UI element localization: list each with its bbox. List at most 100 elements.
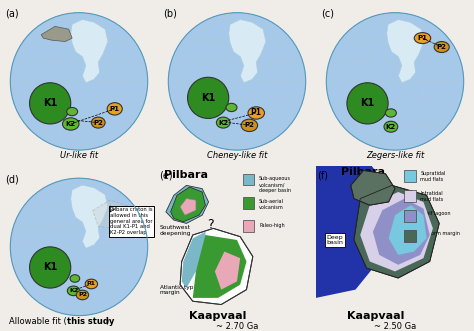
Polygon shape (373, 199, 430, 265)
Text: P1: P1 (87, 281, 96, 286)
Text: K1: K1 (43, 262, 57, 272)
Text: (a): (a) (5, 9, 18, 19)
Text: Paleo-high: Paleo-high (259, 223, 285, 228)
Text: P2: P2 (78, 293, 87, 298)
Text: Sub-aqueous
volcanism/
deeper basin: Sub-aqueous volcanism/ deeper basin (259, 176, 291, 193)
Ellipse shape (76, 290, 89, 300)
Polygon shape (387, 20, 424, 83)
Ellipse shape (326, 13, 464, 150)
Text: K2: K2 (218, 119, 228, 125)
Ellipse shape (168, 13, 306, 150)
Polygon shape (180, 228, 253, 305)
Polygon shape (351, 170, 395, 205)
Ellipse shape (10, 178, 148, 315)
Ellipse shape (10, 13, 148, 150)
Polygon shape (215, 252, 240, 290)
Text: K2: K2 (66, 121, 76, 127)
Text: K1: K1 (43, 98, 57, 108)
Text: Sub-aerial
volcanism: Sub-aerial volcanism (259, 199, 284, 210)
Ellipse shape (168, 13, 306, 150)
FancyBboxPatch shape (404, 170, 416, 182)
Text: this study: this study (67, 317, 114, 326)
Text: Pilbara: Pilbara (164, 170, 209, 180)
Ellipse shape (10, 178, 148, 315)
Ellipse shape (326, 13, 464, 150)
Text: K1: K1 (201, 93, 215, 103)
Text: Platform margin: Platform margin (420, 231, 460, 236)
Text: Pilbara craton is
allowed in this
general area for
dual K1-P1 and
K2-P2 overlap: Pilbara craton is allowed in this genera… (110, 207, 153, 235)
Ellipse shape (326, 13, 464, 150)
Ellipse shape (248, 107, 264, 119)
Ellipse shape (226, 103, 237, 112)
Ellipse shape (10, 13, 148, 150)
Ellipse shape (326, 13, 464, 150)
Polygon shape (389, 205, 427, 255)
Ellipse shape (10, 13, 148, 150)
Text: ~ 2.50 Ga: ~ 2.50 Ga (374, 322, 416, 331)
Ellipse shape (168, 13, 306, 150)
Ellipse shape (91, 117, 105, 128)
Ellipse shape (168, 13, 306, 150)
Text: Shelf lagoon: Shelf lagoon (420, 211, 451, 216)
Polygon shape (354, 185, 439, 278)
Text: Kaapvaal: Kaapvaal (347, 311, 405, 321)
Ellipse shape (10, 13, 148, 150)
FancyBboxPatch shape (404, 230, 416, 242)
Ellipse shape (67, 286, 80, 296)
Ellipse shape (347, 83, 388, 124)
FancyBboxPatch shape (243, 174, 255, 185)
Text: Zegers-like fit: Zegers-like fit (366, 151, 424, 161)
Text: ?: ? (207, 218, 213, 231)
FancyBboxPatch shape (404, 210, 416, 222)
Ellipse shape (414, 32, 431, 44)
Polygon shape (71, 185, 108, 248)
Text: Deep
basin: Deep basin (327, 235, 343, 245)
Text: ): ) (105, 317, 109, 326)
Ellipse shape (168, 13, 306, 150)
Text: Cheney-like fit: Cheney-like fit (207, 151, 267, 161)
Text: (e): (e) (160, 170, 173, 180)
FancyBboxPatch shape (243, 197, 255, 209)
Ellipse shape (326, 13, 464, 150)
Text: K2: K2 (386, 124, 396, 130)
Text: P2: P2 (437, 44, 447, 50)
FancyBboxPatch shape (243, 220, 255, 232)
Text: K1: K1 (360, 98, 374, 108)
Ellipse shape (385, 109, 396, 117)
Text: Allowable fit (: Allowable fit ( (9, 317, 67, 326)
Ellipse shape (29, 83, 71, 124)
Ellipse shape (10, 178, 148, 315)
Ellipse shape (434, 41, 449, 53)
Ellipse shape (384, 121, 398, 132)
Ellipse shape (63, 118, 79, 130)
Ellipse shape (326, 13, 464, 150)
Ellipse shape (10, 178, 148, 315)
Text: (d): (d) (5, 174, 18, 184)
Ellipse shape (168, 13, 306, 150)
Polygon shape (182, 232, 205, 288)
Text: (c): (c) (321, 9, 334, 19)
Polygon shape (41, 26, 72, 41)
Ellipse shape (29, 247, 71, 288)
Text: Pilbara: Pilbara (341, 167, 385, 177)
Text: Intratidal
mud flats: Intratidal mud flats (420, 191, 444, 202)
Text: Kaapvaal: Kaapvaal (189, 311, 247, 321)
Polygon shape (316, 166, 392, 298)
Ellipse shape (241, 119, 257, 131)
Polygon shape (93, 200, 128, 229)
Polygon shape (229, 20, 266, 83)
Text: Southwest
deepening: Southwest deepening (160, 225, 191, 236)
Text: P1: P1 (109, 106, 120, 112)
Text: (f): (f) (318, 170, 328, 180)
Ellipse shape (10, 13, 148, 150)
Polygon shape (71, 20, 108, 83)
Ellipse shape (10, 13, 148, 150)
Text: P1: P1 (251, 109, 262, 118)
Ellipse shape (326, 13, 464, 150)
Ellipse shape (10, 178, 148, 315)
Ellipse shape (10, 178, 148, 315)
FancyBboxPatch shape (404, 190, 416, 202)
Text: Ur-like fit: Ur-like fit (60, 151, 98, 161)
Polygon shape (360, 192, 433, 271)
Polygon shape (166, 185, 209, 223)
